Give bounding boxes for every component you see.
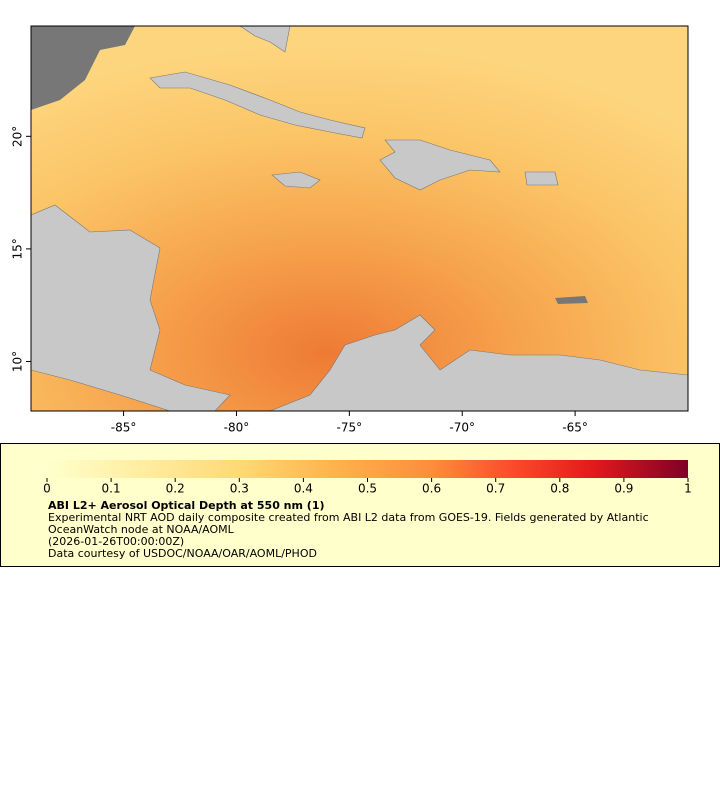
puerto-rico	[524, 171, 559, 186]
colorbar-tick-label: 0.5	[358, 482, 377, 496]
colorbar-tick-label: 0	[43, 482, 51, 496]
colorbar-tick-label: 0.4	[294, 482, 313, 496]
legend-title: ABI L2+ Aerosol Optical Depth at 550 nm …	[48, 499, 325, 512]
no-data	[31, 26, 135, 110]
florida	[239, 26, 291, 53]
legend-text: ABI L2+ Aerosol Optical Depth at 550 nm …	[48, 500, 688, 560]
south-america	[269, 314, 688, 411]
colorbar-tick-label: 0.6	[422, 482, 441, 496]
description: Experimental NRT AOD daily composite cre…	[48, 511, 649, 536]
colorbar-tick-label: 0.2	[166, 482, 185, 496]
no-data	[555, 296, 588, 304]
colorbar-tick-label: 0.7	[486, 482, 505, 496]
lat-tick-label: 15°	[11, 238, 25, 259]
cuba	[149, 71, 366, 139]
map-frame	[30, 25, 689, 412]
colorbar-tick-label: 0.3	[230, 482, 249, 496]
colorbar-tick-label: 0.9	[614, 482, 633, 496]
hispaniola	[379, 139, 501, 191]
colorbar-tick-label: 0.8	[550, 482, 569, 496]
lon-tick-label: -70°	[449, 421, 475, 435]
lon-tick-label: -80°	[224, 421, 250, 435]
credit: Data courtesy of USDOC/NOAA/OAR/AOML/PHO…	[48, 547, 317, 560]
map-layer	[31, 26, 688, 411]
colorbar	[47, 460, 688, 478]
lon-tick-label: -65°	[562, 421, 588, 435]
lon-tick-label: -75°	[337, 421, 363, 435]
lat-tick-label: 20°	[11, 126, 25, 147]
lat-tick-label: 10°	[11, 351, 25, 372]
central-america	[31, 204, 231, 411]
jamaica	[271, 171, 321, 189]
time: (2026-01-26T00:00:00Z)	[48, 535, 185, 548]
colorbar-tick-label: 0.1	[102, 482, 121, 496]
lon-tick-label: -85°	[111, 421, 137, 435]
colorbar-tick-label: 1	[684, 482, 692, 496]
